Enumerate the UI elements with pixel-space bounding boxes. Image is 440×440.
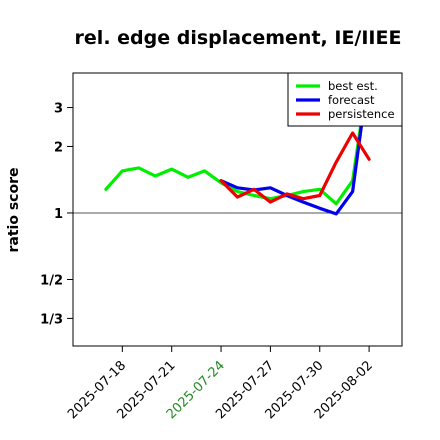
y-tick-label: 1 xyxy=(54,207,63,222)
chart-title: rel. edge displacement, IE/IIEE xyxy=(75,27,402,49)
y-axis-label: ratio score xyxy=(6,168,22,253)
legend-label: persistence xyxy=(328,107,395,121)
y-tick-label: 2 xyxy=(54,140,63,155)
legend-label: best est. xyxy=(328,79,378,93)
series-layer xyxy=(104,73,371,216)
y-tick-label: 1/3 xyxy=(40,312,63,327)
plot-frame xyxy=(72,72,403,347)
y-tick-label: 1/2 xyxy=(40,273,63,288)
y-tick-label: 3 xyxy=(54,102,63,117)
series-line-forecast xyxy=(219,73,371,216)
legend-label: forecast xyxy=(328,93,375,107)
series-line-persistence xyxy=(219,131,371,204)
series-line-best-est- xyxy=(104,73,371,206)
axes-layer: 1/31/21232025-07-182025-07-212025-07-242… xyxy=(40,102,376,423)
